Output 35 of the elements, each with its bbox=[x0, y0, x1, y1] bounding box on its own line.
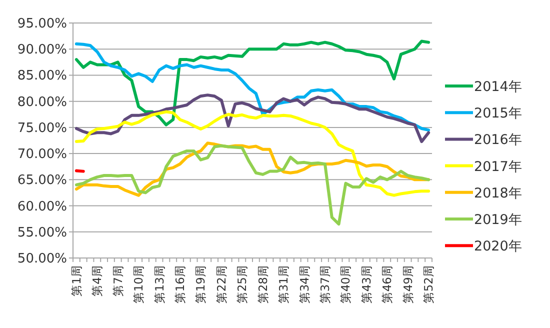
x-tick-label: 第52周 bbox=[422, 265, 436, 304]
x-tick-label: 第19周 bbox=[194, 265, 208, 304]
y-tick-label: 90.00% bbox=[17, 42, 67, 58]
y-tick-label: 95.00% bbox=[17, 16, 67, 32]
y-tick-label: 80.00% bbox=[17, 94, 67, 110]
y-tick-label: 70.00% bbox=[17, 147, 67, 162]
x-tick-label: 第4周 bbox=[90, 265, 104, 296]
x-tick-label: 第10周 bbox=[132, 265, 146, 304]
y-tick-label: 85.00% bbox=[17, 68, 67, 84]
x-tick-label: 第37周 bbox=[318, 265, 332, 304]
x-tick-label: 第31周 bbox=[276, 265, 291, 304]
x-tick-label: 第49周 bbox=[400, 265, 415, 304]
x-tick-label: 第1周 bbox=[69, 265, 84, 296]
legend-label: 2015年 bbox=[474, 106, 522, 122]
x-tick-label: 第46周 bbox=[380, 265, 394, 304]
legend-label: 2019年 bbox=[474, 212, 522, 228]
y-tick-label: 50.00% bbox=[17, 252, 67, 266]
y-tick-label: 55.00% bbox=[17, 225, 67, 240]
y-tick-label: 65.00% bbox=[17, 173, 67, 188]
legend-label: 2017年 bbox=[474, 158, 522, 175]
x-tick-label: 第28周 bbox=[256, 265, 270, 304]
legend-label: 2014年 bbox=[474, 79, 522, 95]
legend-label: 2018年 bbox=[474, 185, 522, 202]
x-tick-label: 第7周 bbox=[110, 265, 125, 296]
legend-label: 2016年 bbox=[474, 132, 522, 148]
x-tick-label: 第43周 bbox=[359, 265, 374, 304]
x-tick-label: 第25周 bbox=[235, 265, 250, 304]
legend-label: 2020年 bbox=[474, 238, 522, 255]
y-tick-label: 75.00% bbox=[17, 120, 67, 136]
x-tick-label: 第34周 bbox=[297, 265, 312, 304]
x-tick-label: 第13周 bbox=[152, 265, 166, 304]
x-tick-label: 第22周 bbox=[214, 265, 228, 304]
y-tick-label: 60.00% bbox=[17, 199, 67, 214]
x-tick-label: 第40周 bbox=[338, 265, 353, 304]
x-tick-label: 第16周 bbox=[173, 265, 188, 304]
